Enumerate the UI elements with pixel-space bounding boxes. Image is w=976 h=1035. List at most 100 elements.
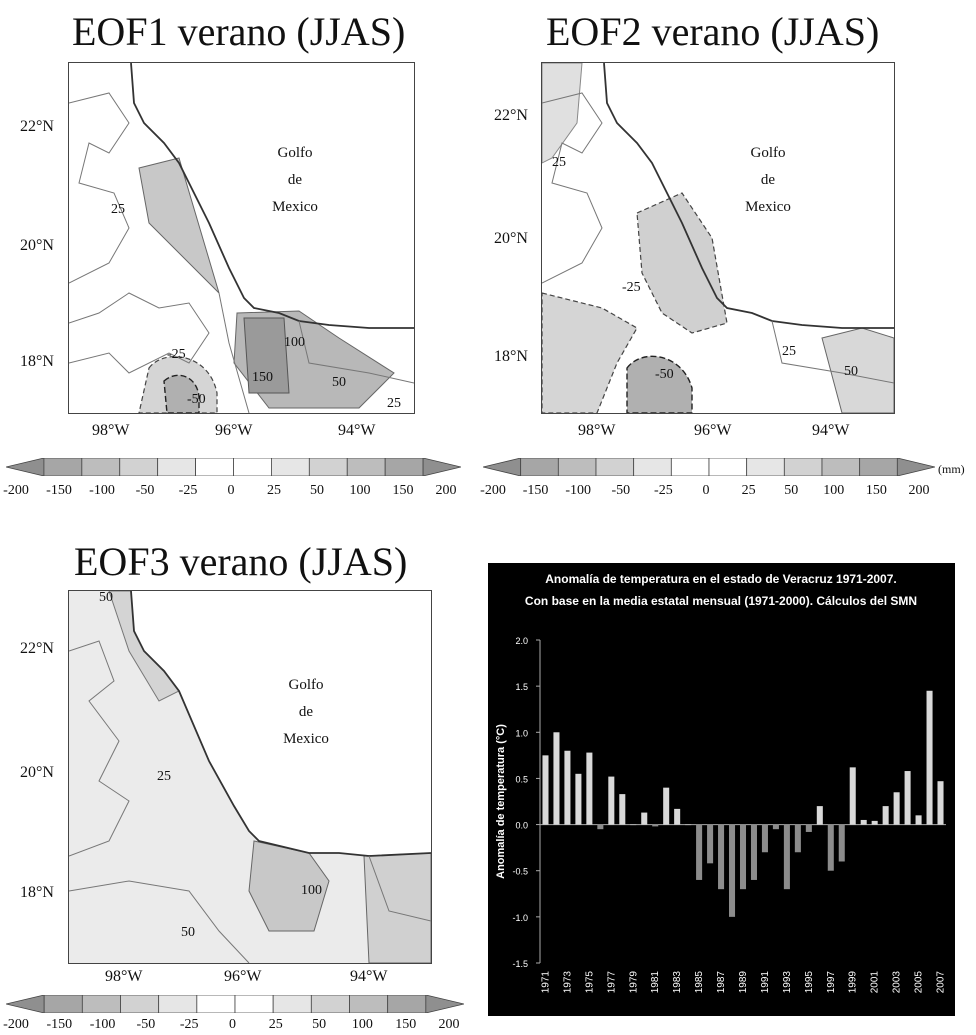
lon-label: 94°W: [812, 422, 850, 439]
lon-label: 98°W: [105, 968, 143, 985]
bar-1974: [575, 773, 582, 825]
bar-1989: [739, 824, 747, 890]
lat-label: 18°N: [494, 348, 528, 365]
colorbar-tick-label: -25: [179, 1017, 199, 1032]
colorbar-segment: [195, 457, 234, 477]
colorbar-tick-label: -150: [522, 483, 549, 498]
x-tick-label: 2005: [914, 971, 925, 994]
y-tick-label: -1.5: [512, 959, 528, 969]
colorbar-tick-label: -150: [46, 1017, 73, 1032]
y-tick-label: 0.5: [515, 774, 528, 784]
colorbar-tick-label: 25: [741, 483, 756, 498]
colorbar-segment: [595, 457, 635, 477]
colorbar-segment: [81, 457, 121, 477]
x-tick-label: 2003: [892, 971, 903, 994]
colorbar-segment: [349, 994, 389, 1014]
colorbar-segment: [557, 457, 597, 477]
chart-title: Anomalía de temperatura en el estado de …: [545, 572, 897, 586]
colorbar-ticks: -200 -150 -100 -50 -25 0 25 50 100 150 200: [3, 1017, 459, 1033]
y-tick-label: -1.0: [512, 913, 528, 923]
x-tick-label: 1977: [606, 971, 617, 994]
colorbar-segment: [896, 457, 936, 477]
bar-1988: [729, 824, 736, 917]
colorbar: [5, 994, 465, 1014]
x-tick-label: 1987: [716, 971, 727, 994]
lon-label: 98°W: [578, 422, 616, 439]
x-tick-label: 2001: [870, 971, 881, 994]
y-tick-label: 2.0: [515, 636, 528, 646]
colorbar-segment: [157, 457, 196, 477]
bar-2000: [860, 819, 867, 825]
colorbar-tick-label: -150: [46, 483, 72, 498]
colorbar-tick-label: 150: [392, 483, 414, 498]
contour-label: -25: [167, 347, 186, 362]
colorbar-segment: [196, 994, 236, 1014]
colorbar-segment: [387, 994, 427, 1014]
colorbar-segment: [310, 994, 350, 1014]
contour-label: 100: [284, 335, 305, 350]
colorbar-tick-label: 25: [267, 483, 281, 498]
bar-1994: [794, 824, 801, 853]
bar-1992: [772, 824, 779, 830]
contour-label: -50: [655, 367, 674, 382]
bar-1983: [674, 808, 681, 825]
x-tick-label: 1973: [562, 971, 573, 994]
x-tick-label: 1989: [738, 971, 749, 994]
bar-2003: [893, 792, 900, 825]
bar-1999: [849, 767, 856, 825]
colorbar-tick-label: -50: [611, 483, 631, 498]
colorbar-tick-label: 100: [351, 1017, 373, 1032]
bar-1978: [619, 794, 626, 825]
lat-label: 18°N: [20, 353, 54, 370]
colorbar-segment: [670, 457, 710, 477]
contour-label: 25: [157, 769, 171, 784]
bar-1998: [838, 824, 845, 862]
bar-2007: [937, 781, 944, 825]
bar-2006: [926, 690, 933, 825]
eof3-map: 50 25 100 50: [68, 590, 432, 964]
bar-1982: [663, 787, 670, 825]
eof2-map: 25 -25 -50 25 50: [541, 62, 895, 414]
bar-2002: [882, 806, 889, 825]
colorbar-tick-label: 0: [229, 1017, 236, 1032]
x-tick-label: 2007: [936, 971, 947, 994]
colorbar-segment: [271, 457, 310, 477]
bar-2001: [871, 820, 878, 825]
colorbar-segment: [746, 457, 785, 477]
colorbar-tick-label: 0: [702, 483, 710, 498]
colorbar-tick-label: 100: [823, 483, 845, 498]
colorbar-segment: [120, 994, 160, 1014]
y-tick-label: -0.5: [512, 867, 528, 877]
x-tick-label: 1999: [848, 971, 859, 994]
contour-label: 25: [111, 202, 125, 217]
bar-1973: [564, 750, 571, 825]
map-title: EOF2 verano (JJAS): [546, 9, 880, 54]
colorbar-segment: [5, 994, 45, 1014]
bar-1980: [641, 812, 648, 825]
colorbar-tick-label: 50: [784, 483, 799, 498]
colorbar-segment: [43, 994, 83, 1014]
lat-label: 20°N: [20, 237, 54, 254]
gulf-label: Golfo de Mexico: [283, 677, 329, 747]
x-tick-label: 1985: [694, 971, 705, 994]
bar-2004: [904, 771, 911, 825]
x-tick-label: 1971: [540, 971, 551, 994]
colorbar-segment: [81, 994, 121, 1014]
contour-label: 25: [552, 155, 566, 170]
colorbar-segment: [233, 457, 272, 477]
colorbar: [5, 457, 462, 477]
eof1-map: 25 -25 -50 100 150 50 25: [68, 62, 415, 414]
colorbar-segment: [482, 457, 522, 477]
colorbar-segment: [308, 457, 348, 477]
lat-label: 22°N: [20, 640, 54, 657]
bar-2005: [915, 815, 922, 825]
contour-label: 25: [387, 396, 401, 411]
gulf-label: Golfo de Mexico: [745, 145, 791, 215]
lat-label: 20°N: [20, 764, 54, 781]
colorbar-tick-label: 200: [908, 483, 930, 498]
colorbar-segment: [384, 457, 424, 477]
x-tick-label: 1975: [584, 971, 595, 994]
colorbar-segment: [43, 457, 83, 477]
contour-label: -25: [622, 280, 641, 295]
colorbar-tick-label: -100: [89, 483, 115, 498]
